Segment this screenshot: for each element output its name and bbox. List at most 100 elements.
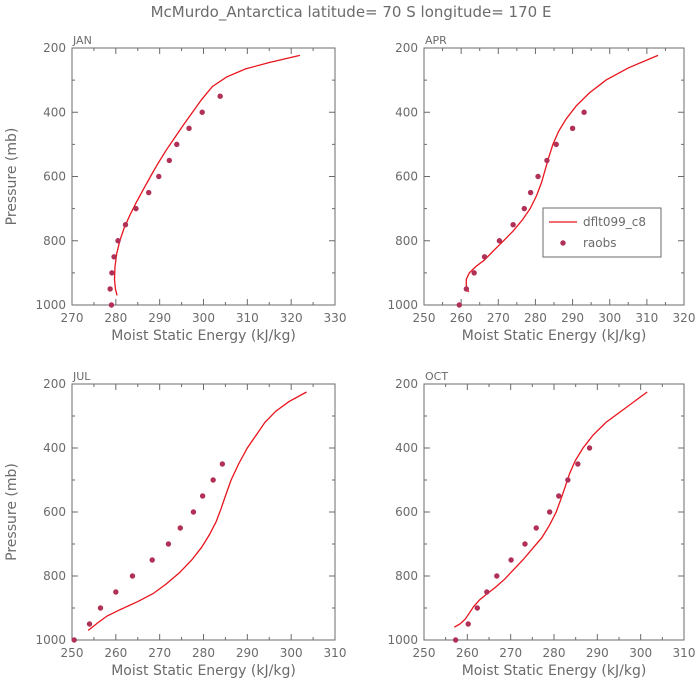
x-tick-label-apr: 280	[524, 311, 547, 325]
x-tick-label-jul: 280	[192, 646, 215, 660]
x-tick-label-jul: 260	[104, 646, 127, 660]
panel-jul: JUL 250 260 270 280 290 300 310 1000 800 600 400 200…	[4, 370, 346, 679]
x-axis-label-jul: Moist Static Energy (kJ/kg)	[111, 663, 296, 679]
y-tick-label-jul: 800	[43, 569, 66, 583]
raobs-point-jul	[86, 621, 93, 627]
x-tick-label-jan: 300	[192, 311, 215, 325]
panel-label-jul: JUL	[72, 370, 91, 383]
x-tick-label-jul: 310	[324, 646, 347, 660]
x-tick-label-apr: 300	[598, 311, 621, 325]
raobs-point-jan	[156, 173, 162, 180]
raobs-point-apr	[463, 286, 470, 292]
raobs-point-jul	[129, 573, 136, 579]
raobs-point-apr	[521, 205, 527, 212]
y-tick-label-oct: 200	[395, 377, 418, 391]
raobs-point-jan	[111, 254, 117, 260]
x-tick-label-oct: 280	[543, 646, 566, 660]
x-tick-label-jan: 280	[104, 311, 127, 325]
raobs-point-apr	[481, 254, 488, 260]
raobs-point-apr	[456, 302, 462, 308]
x-tick-label-apr: 310	[635, 311, 658, 325]
model-line-oct	[453, 391, 648, 628]
raobs-point-jan	[115, 238, 121, 244]
x-axis-label-jan: Moist Static Energy (kJ/kg)	[111, 328, 296, 344]
y-axis-label-jul: Pressure (mb)	[4, 463, 20, 561]
raobs-point-oct	[484, 589, 490, 595]
x-tick-label-jul: 300	[280, 646, 303, 660]
raobs-point-jul	[199, 493, 206, 499]
raobs-point-jan	[109, 270, 115, 276]
raobs-point-oct	[586, 445, 593, 451]
raobs-point-oct	[575, 461, 581, 467]
raobs-point-apr	[581, 109, 587, 115]
panel-apr: APR 250 260 270 280 290 300 310 320 1000 800 600 400…	[387, 34, 695, 344]
model-line-jul	[87, 391, 307, 631]
x-tick-label-oct: 270	[499, 646, 522, 660]
raobs-point-apr	[544, 157, 550, 164]
x-tick-label-jul: 290	[236, 646, 259, 660]
panel-label-apr: APR	[425, 34, 447, 47]
plot-frame-jan	[71, 47, 336, 306]
x-tick-label-oct: 300	[629, 646, 652, 660]
model-line-apr	[465, 54, 659, 293]
legend-raobs-swatch	[560, 240, 566, 246]
x-tick-label-jan: 310	[236, 311, 259, 325]
raobs-point-oct	[522, 541, 528, 547]
raobs-point-jan	[108, 302, 115, 308]
raobs-point-oct	[546, 509, 553, 515]
raobs-point-oct	[556, 493, 562, 499]
x-tick-label-jan: 270	[61, 311, 84, 325]
x-tick-label-apr: 290	[561, 311, 584, 325]
y-axis-label-jan: Pressure (mb)	[4, 128, 20, 226]
raobs-point-oct	[474, 605, 480, 611]
plot-frame-apr	[423, 47, 685, 306]
panel-oct: OCT 250 260 270 280 290 300 310 1000 800 600 400 200…	[387, 370, 695, 679]
raobs-point-jan	[122, 221, 129, 228]
y-tick-label-apr: 400	[395, 105, 418, 119]
raobs-point-oct	[533, 525, 539, 531]
x-tick-label-apr: 260	[450, 311, 473, 325]
raobs-point-jan	[174, 141, 180, 148]
y-tick-label-jul: 600	[43, 505, 66, 519]
y-tick-label-jan: 600	[43, 170, 66, 184]
y-tick-label-oct: 600	[395, 505, 418, 519]
x-axis-label-oct: Moist Static Energy (kJ/kg)	[462, 663, 647, 679]
plot-frame-oct	[423, 383, 685, 641]
raobs-point-oct	[465, 621, 471, 627]
x-tick-label-apr: 250	[413, 311, 436, 325]
y-tick-label-apr: 800	[395, 234, 418, 248]
x-tick-label-jan: 330	[324, 311, 347, 325]
figure-title: McMurdo_Antarctica latitude= 70 S longit…	[151, 3, 552, 22]
y-tick-label-jul: 1000	[35, 633, 66, 647]
y-tick-label-oct: 800	[395, 569, 418, 583]
plot-frame-jul	[71, 383, 336, 641]
legend-model-label: dflt099_c8	[583, 215, 646, 229]
raobs-point-jul	[177, 525, 183, 531]
x-tick-label-oct: 310	[673, 646, 696, 660]
raobs-point-apr	[569, 125, 576, 132]
y-tick-label-jan: 200	[43, 41, 66, 55]
raobs-point-jan	[107, 286, 113, 292]
y-tick-label-jan: 800	[43, 234, 66, 248]
raobs-point-jul	[190, 509, 197, 515]
x-tick-label-oct: 250	[413, 646, 436, 660]
raobs-point-jul	[97, 605, 104, 611]
y-tick-label-apr: 600	[395, 170, 418, 184]
raobs-point-oct	[508, 557, 514, 563]
raobs-point-jul	[210, 477, 216, 483]
x-tick-label-oct: 260	[456, 646, 479, 660]
raobs-point-jul	[219, 461, 226, 467]
raobs-point-apr	[496, 238, 503, 244]
raobs-point-oct	[452, 637, 459, 643]
y-tick-label-jan: 400	[43, 105, 66, 119]
raobs-point-jan	[166, 157, 173, 164]
raobs-point-jan	[133, 205, 139, 212]
raobs-point-apr	[553, 141, 559, 148]
raobs-point-apr	[510, 221, 516, 228]
panel-label-oct: OCT	[425, 370, 448, 383]
raobs-point-apr	[471, 270, 477, 276]
raobs-point-jul	[113, 589, 119, 595]
x-tick-label-jul: 250	[61, 646, 84, 660]
